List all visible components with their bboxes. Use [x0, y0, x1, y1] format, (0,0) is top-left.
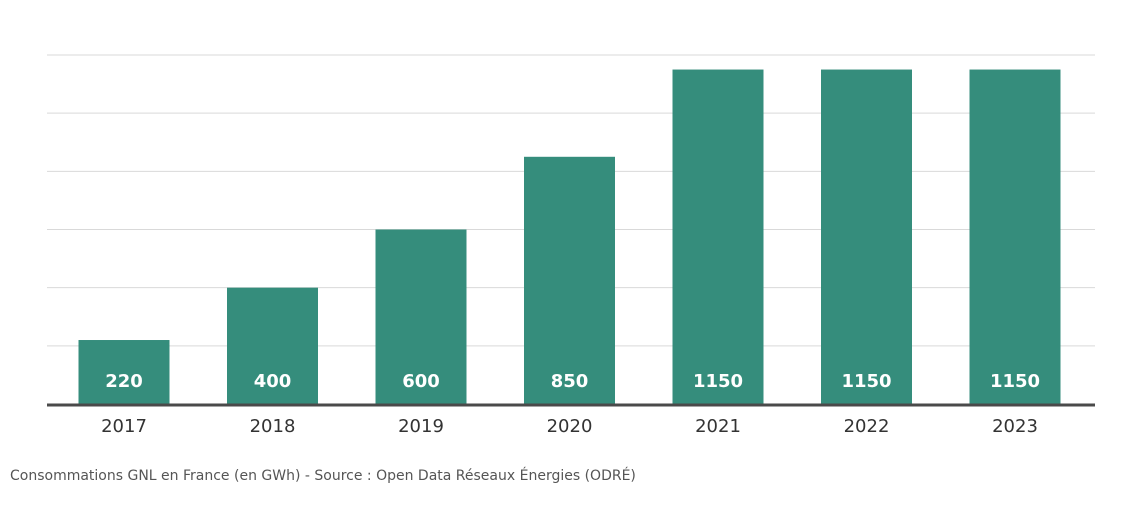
bar-2020	[524, 156, 615, 404]
x-tick-label: 2019	[398, 416, 444, 437]
bar-2022	[821, 69, 912, 405]
x-tick-label: 2017	[101, 416, 147, 437]
bar-value-label: 600	[402, 371, 440, 392]
bars	[78, 69, 1061, 405]
bar-chart: 220 400 600 850 1150 1150 1150 2017 2018 2019 202…	[47, 54, 1095, 437]
x-tick-label: 2018	[250, 416, 296, 437]
bar-value-label: 1150	[841, 371, 891, 392]
x-tick-label: 2023	[992, 416, 1038, 437]
bar-value-label: 220	[105, 371, 143, 392]
bar-value-label: 850	[551, 371, 589, 392]
bar-2017	[78, 340, 170, 404]
chart-caption: Consommations GNL en France (en GWh) - S…	[10, 468, 636, 484]
x-axis-tick-labels: 2017 2018 2019 2020 2021 2022 2023	[101, 416, 1038, 437]
bar-value-label: 1150	[990, 371, 1040, 392]
bar-2018	[227, 287, 318, 404]
x-tick-label: 2021	[695, 416, 741, 437]
bar-value-label: 400	[254, 371, 292, 392]
bar-2019	[375, 229, 467, 404]
x-tick-label: 2022	[844, 416, 890, 437]
bar-2021	[672, 69, 764, 405]
bar-value-label: 1150	[693, 371, 743, 392]
x-tick-label: 2020	[547, 416, 593, 437]
bar-value-labels: 220 400 600 850 1150 1150 1150	[105, 371, 1040, 392]
bar-2023	[969, 69, 1061, 405]
